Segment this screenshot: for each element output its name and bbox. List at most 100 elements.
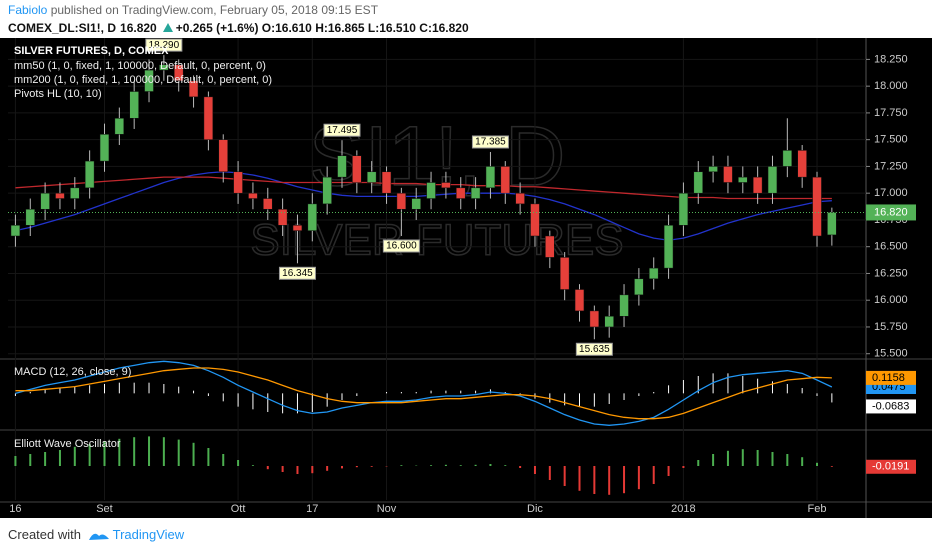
y-tick-label: 17.750	[874, 107, 908, 119]
pivot-box	[145, 38, 183, 52]
symbol: COMEX_DL:SI1!, D	[8, 21, 117, 35]
candle-body	[248, 192, 258, 199]
y-tick-label: 17.250	[874, 160, 908, 172]
x-tick-label: Dic	[527, 503, 543, 515]
candle-body	[99, 134, 110, 162]
candle-body	[84, 160, 95, 189]
pivot-box	[471, 135, 509, 149]
last-price-label: 16.820	[874, 206, 908, 218]
y-tick-label: 17.500	[874, 134, 908, 146]
pivot-label: 17.495	[327, 125, 358, 136]
ohlc-high: H:16.865	[315, 21, 365, 35]
candle-body	[530, 203, 540, 237]
candle-body	[470, 187, 481, 199]
candle-body	[337, 155, 347, 178]
y-tick-label: 16.250	[874, 267, 908, 279]
legend-entry: Pivots HL (10, 10)	[14, 88, 102, 100]
candle-body	[159, 64, 169, 71]
candle-body	[782, 150, 793, 167]
candle-body	[381, 171, 392, 194]
y-tick-label: 18.250	[874, 53, 908, 65]
macd-value-label: 0.1158	[872, 372, 905, 384]
logo	[88, 533, 109, 540]
created-with: Created with	[8, 527, 81, 542]
candle-body	[218, 139, 228, 173]
last-price: 16.820	[120, 21, 157, 35]
up-arrow	[162, 23, 173, 32]
candle-body	[40, 192, 50, 210]
footer: Created with TradingView	[8, 527, 184, 542]
moving-average-line	[15, 176, 832, 200]
moving-average-line	[15, 171, 832, 241]
candle-body	[752, 176, 763, 194]
x-tick-label: Set	[96, 503, 113, 515]
change: +0.265 (+1.6%)	[175, 21, 259, 35]
pivot-box	[575, 342, 613, 356]
pivot-box	[323, 123, 361, 137]
x-tick-label: 17	[306, 503, 318, 515]
ewo-value-label: -0.0191	[872, 461, 909, 473]
candle-body	[515, 192, 525, 205]
candle-body	[604, 316, 614, 328]
y-tick-label: 18.000	[874, 80, 908, 92]
x-tick-label: 2018	[671, 503, 695, 515]
candle-body	[441, 182, 451, 189]
candle-body	[277, 208, 288, 226]
y-tick-label: 15.500	[874, 348, 908, 360]
pivot-label: 17.385	[475, 137, 506, 148]
symbol-line: COMEX_DL:SI1!, D 16.820 +0.265 (+1.6%) O:1…	[8, 21, 469, 35]
brand[interactable]: TradingView	[112, 527, 185, 542]
candle-body	[322, 176, 332, 205]
ohlc-low: L:16.510	[367, 21, 416, 35]
macd-value-label: -0.0683	[872, 400, 909, 412]
candle-body	[426, 182, 436, 199]
candle-body	[129, 91, 139, 119]
legend-entry: mm50 (1, 0, fixed, 1, 100000, Default, 0…	[14, 60, 266, 72]
y-tick-label: 15.750	[874, 321, 908, 333]
candle-body	[174, 64, 184, 82]
publish-line: Fabiolo published on TradingView.com, Fe…	[8, 3, 378, 17]
candle-body	[456, 187, 466, 199]
candle-body	[649, 267, 659, 280]
candle-body	[203, 96, 214, 140]
candle-body	[767, 166, 778, 194]
candle-body	[144, 69, 154, 92]
pane-title: MACD (12, 26, close, 9)	[14, 366, 131, 378]
candle-body	[411, 198, 421, 210]
candle-body	[70, 187, 80, 199]
chart-title: SILVER FUTURES, D, COMEX	[14, 45, 169, 57]
candle-body	[55, 192, 65, 199]
candle-body	[352, 155, 362, 183]
candle-body	[559, 257, 570, 290]
candle-body	[678, 192, 689, 226]
pivot-label: 16.600	[386, 241, 417, 252]
macd-value-label-box	[866, 370, 916, 385]
candle-body	[634, 278, 644, 296]
candle-body	[114, 118, 125, 135]
published-text: published on TradingView.com, February 0…	[50, 3, 379, 17]
pane-title: Elliott Wave Oscillator	[14, 438, 121, 450]
candle-body	[589, 310, 600, 328]
candle-body	[307, 203, 318, 231]
candle-body	[545, 235, 555, 258]
pivot-box	[278, 266, 316, 280]
macd-line	[15, 360, 833, 426]
candle-body	[233, 171, 243, 194]
candle-body	[619, 294, 629, 317]
candle-body	[485, 166, 496, 189]
candle-body	[812, 176, 822, 237]
candle-body	[500, 166, 510, 194]
candle-body	[396, 192, 407, 210]
background	[0, 38, 932, 518]
candle-body	[574, 289, 585, 312]
macd-line	[15, 367, 832, 420]
candle-body	[292, 225, 303, 231]
x-tick-label: 16	[9, 503, 21, 515]
candle-body	[366, 171, 377, 183]
pivot-label: 15.635	[579, 344, 610, 355]
candle-body	[25, 208, 35, 226]
pivot-label: 18.290	[149, 40, 180, 51]
publisher[interactable]: Fabiolo	[8, 3, 48, 17]
